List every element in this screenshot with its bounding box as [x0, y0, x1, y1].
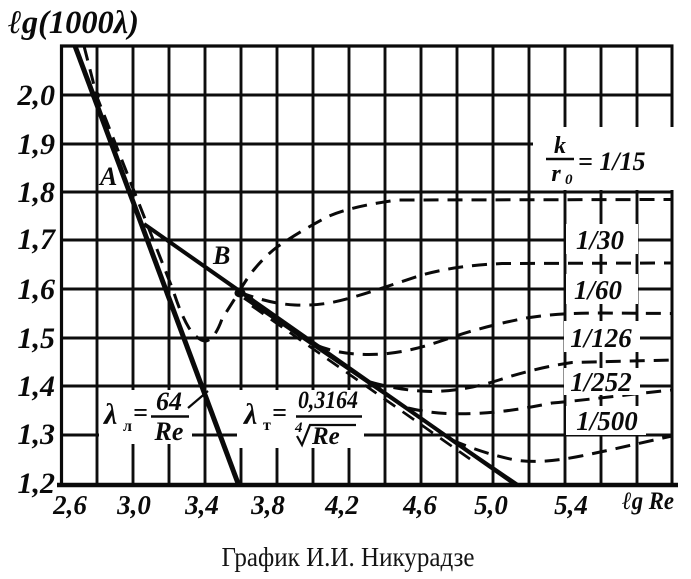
svg-text:k: k — [554, 133, 566, 159]
svg-text:л: л — [123, 418, 132, 435]
svg-text:Re: Re — [154, 417, 184, 446]
svg-text:1,9: 1,9 — [18, 128, 56, 161]
svg-text:5,4: 5,4 — [554, 490, 588, 520]
svg-text:A: A — [98, 162, 117, 191]
svg-text:4: 4 — [294, 420, 303, 436]
svg-text:64: 64 — [156, 387, 182, 416]
svg-text:r: r — [551, 161, 561, 187]
svg-text:= 1/15: = 1/15 — [578, 147, 646, 176]
svg-text:2,6: 2,6 — [52, 490, 87, 520]
svg-text:0,3164: 0,3164 — [298, 387, 358, 414]
svg-text:т: т — [263, 417, 271, 434]
svg-text:1/500: 1/500 — [576, 406, 638, 436]
svg-text:3,8: 3,8 — [250, 490, 285, 520]
svg-text:3,0: 3,0 — [116, 490, 151, 520]
svg-text:1,5: 1,5 — [18, 322, 56, 355]
svg-text:График И.И. Никурадзе: График И.И. Никурадзе — [222, 542, 475, 572]
svg-text:1/60: 1/60 — [574, 275, 623, 305]
svg-text:1,3: 1,3 — [18, 418, 56, 451]
svg-text:2,0: 2,0 — [17, 79, 56, 112]
svg-text:Re: Re — [311, 423, 340, 450]
svg-text:1/30: 1/30 — [576, 225, 625, 255]
svg-text:B: B — [212, 241, 230, 270]
svg-text:1/252: 1/252 — [570, 367, 632, 397]
svg-text:4,6: 4,6 — [402, 490, 437, 520]
svg-text:ℓg Re: ℓg Re — [622, 488, 674, 515]
svg-text:3,4: 3,4 — [184, 490, 219, 520]
svg-text:1,4: 1,4 — [18, 370, 56, 403]
svg-text:1,2: 1,2 — [18, 467, 56, 500]
svg-text:=: = — [272, 398, 287, 427]
svg-text:1,6: 1,6 — [18, 273, 56, 306]
svg-text:λ: λ — [242, 398, 257, 431]
svg-text:5,0: 5,0 — [474, 490, 508, 520]
svg-text:1,7: 1,7 — [18, 223, 57, 256]
svg-text:1,8: 1,8 — [18, 176, 56, 209]
svg-text:4,2: 4,2 — [324, 490, 359, 520]
svg-text:1/126: 1/126 — [570, 323, 632, 353]
svg-text:=: = — [133, 398, 148, 427]
svg-text:0: 0 — [565, 172, 573, 188]
svg-text:λ: λ — [102, 398, 117, 431]
svg-text:ℓg(1000λ): ℓg(1000λ) — [8, 5, 139, 41]
